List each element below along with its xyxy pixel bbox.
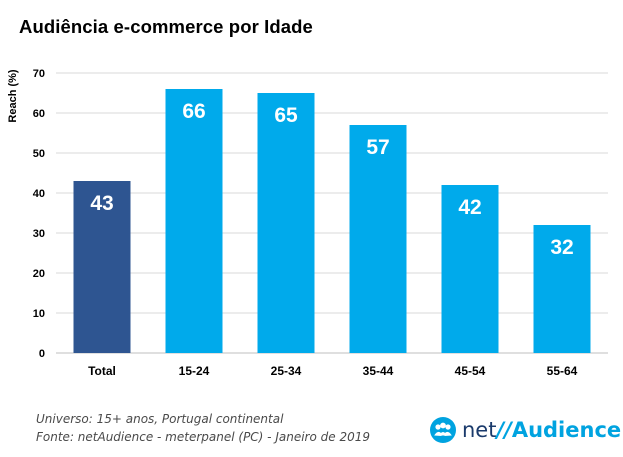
y-tick-label: 30	[33, 228, 45, 240]
x-tick-label: Total	[88, 364, 116, 378]
logo-slash: //	[496, 418, 512, 442]
y-tick-label: 60	[33, 108, 45, 120]
x-tick-label: 25-34	[271, 364, 302, 378]
bar-25-34	[257, 93, 315, 353]
y-tick-label: 10	[33, 308, 45, 320]
x-tick-label: 15-24	[179, 364, 210, 378]
netaudience-logo: net//Audience	[430, 415, 621, 445]
logo-net: net	[462, 418, 497, 442]
data-label: 65	[274, 104, 298, 127]
bar-total	[73, 181, 131, 353]
y-axis-ticks: 0 10 20 30 40 50 60 70	[33, 68, 45, 360]
y-axis-label: Reach (%)	[7, 69, 19, 123]
data-label: 57	[366, 136, 389, 159]
y-tick-label: 50	[33, 148, 45, 160]
y-tick-label: 0	[39, 348, 45, 360]
source-note: Fonte: netAudience - meterpanel (PC) - J…	[36, 430, 370, 444]
data-label: 42	[458, 196, 481, 219]
bar-35-44	[349, 125, 407, 353]
bar-45-54	[441, 185, 499, 353]
data-label: 43	[90, 192, 113, 215]
universe-note: Universo: 15+ anos, Portugal continental	[36, 412, 284, 426]
grid-lines	[56, 72, 608, 354]
x-tick-label: 55-64	[547, 364, 578, 378]
bars: 43 66 65 57 42 32	[73, 89, 591, 353]
x-tick-label: 45-54	[455, 364, 486, 378]
data-label: 32	[550, 236, 573, 259]
x-axis-ticks: Total 15-24 25-34 35-44 45-54 55-64	[88, 364, 578, 378]
data-label: 66	[182, 100, 205, 123]
y-tick-label: 70	[33, 68, 45, 80]
bar-55-64	[533, 225, 591, 353]
logo-wordmark: net//Audience	[462, 418, 621, 442]
y-tick-label: 20	[33, 268, 45, 280]
chart-footer: Universo: 15+ anos, Portugal continental…	[36, 410, 370, 446]
x-tick-label: 35-44	[363, 364, 394, 378]
bar-15-24	[165, 89, 223, 353]
logo-audience: Audience	[511, 418, 622, 442]
people-group-icon	[430, 417, 456, 443]
y-tick-label: 40	[33, 188, 45, 200]
chart-title: Audiência e-commerce por Idade	[19, 16, 313, 37]
